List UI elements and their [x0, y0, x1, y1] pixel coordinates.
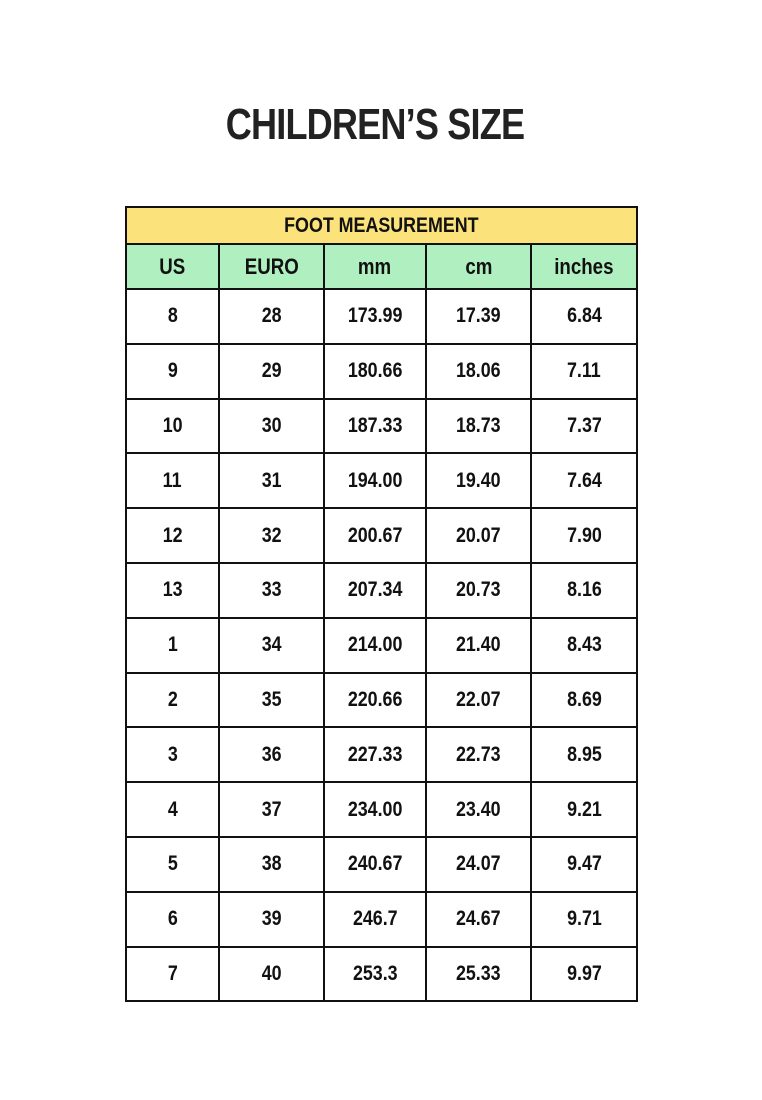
- table-cell: 9.47: [529, 835, 639, 893]
- table-cell: 227.33: [323, 726, 427, 784]
- table-cell: 7.64: [529, 452, 639, 510]
- table-row: 6 39 246.7 24.67 9.71: [125, 890, 639, 948]
- table-row: 9 29 180.66 18.06 7.11: [125, 342, 639, 400]
- table-cell: 19.40: [425, 452, 532, 510]
- size-chart-table: FOOT MEASUREMENT US EURO mm cm inches 8 28 173…: [124, 206, 639, 1003]
- table-cell: 20.07: [425, 507, 532, 564]
- table-row: 1 34 214.00 21.40 8.43: [125, 616, 639, 674]
- table-cell: 7.37: [529, 397, 639, 455]
- table-row: 10 30 187.33 18.73 7.37: [125, 397, 639, 455]
- table-cell: 5: [125, 835, 220, 893]
- table-cell: 4: [125, 781, 220, 838]
- table-cell: 214.00: [323, 616, 427, 674]
- column-header: EURO: [218, 243, 325, 290]
- table-cell: 22.07: [425, 671, 532, 729]
- table-cell: 13: [125, 561, 220, 619]
- table-cell: 34: [218, 616, 325, 674]
- table-cell: 10: [125, 397, 220, 455]
- table-cell: 253.3: [323, 945, 427, 1003]
- table-cell: 23.40: [425, 781, 532, 838]
- table-row: 7 40 253.3 25.33 9.97: [125, 945, 639, 1003]
- table-cell: 28: [218, 288, 325, 345]
- column-header: mm: [323, 243, 427, 290]
- table-cell: 246.7: [323, 890, 427, 948]
- table-cell: 21.40: [425, 616, 532, 674]
- table-cell: 220.66: [323, 671, 427, 729]
- table-cell: 7.11: [529, 342, 639, 400]
- table-cell: 32: [218, 507, 325, 564]
- table-cell: 12: [125, 507, 220, 564]
- table-cell: 18.73: [425, 397, 532, 455]
- table-cell: 39: [218, 890, 325, 948]
- table-cell: 7.90: [529, 507, 639, 564]
- table-cell: 35: [218, 671, 325, 729]
- table-cell: 40: [218, 945, 325, 1003]
- table-cell: 36: [218, 726, 325, 784]
- table-cell: 6: [125, 890, 220, 948]
- page-title: CHILDREN’S SIZE: [225, 100, 525, 149]
- table-cell: 38: [218, 835, 325, 893]
- table-cell: 180.66: [323, 342, 427, 400]
- column-header: inches: [529, 243, 639, 290]
- table-cell: 8.16: [529, 561, 639, 619]
- table-cell: 173.99: [323, 288, 427, 345]
- table-cell: 33: [218, 561, 325, 619]
- table-cell: 7: [125, 945, 220, 1003]
- table-cell: 9: [125, 342, 220, 400]
- table-row: 2 35 220.66 22.07 8.69: [125, 671, 639, 729]
- table-cell: 24.67: [425, 890, 532, 948]
- table-cell: 8.69: [529, 671, 639, 729]
- table-row: 12 32 200.67 20.07 7.90: [125, 507, 639, 564]
- table-cell: 6.84: [529, 288, 639, 345]
- table-row: 3 36 227.33 22.73 8.95: [125, 726, 639, 784]
- table-cell: 11: [125, 452, 220, 510]
- table-cell: 31: [218, 452, 325, 510]
- column-header: US: [125, 243, 220, 290]
- table-cell: 9.97: [529, 945, 639, 1003]
- table-cell: 8: [125, 288, 220, 345]
- group-header: FOOT MEASUREMENT: [124, 206, 639, 245]
- table-cell: 24.07: [425, 835, 532, 893]
- table-cell: 18.06: [425, 342, 532, 400]
- table-cell: 8.95: [529, 726, 639, 784]
- table-row: 4 37 234.00 23.40 9.21: [125, 781, 639, 838]
- table-cell: 200.67: [323, 507, 427, 564]
- table-cell: 30: [218, 397, 325, 455]
- table-cell: 194.00: [323, 452, 427, 510]
- table-cell: 3: [125, 726, 220, 784]
- table-row: 8 28 173.99 17.39 6.84: [125, 288, 639, 345]
- table-cell: 17.39: [425, 288, 532, 345]
- table-row: 11 31 194.00 19.40 7.64: [125, 452, 639, 510]
- table-cell: 2: [125, 671, 220, 729]
- table-cell: 207.34: [323, 561, 427, 619]
- table-cell: 22.73: [425, 726, 532, 784]
- column-header: cm: [425, 243, 532, 290]
- table-cell: 29: [218, 342, 325, 400]
- table-cell: 37: [218, 781, 325, 838]
- table-row: 5 38 240.67 24.07 9.47: [125, 835, 639, 893]
- table-cell: 1: [125, 616, 220, 674]
- table-cell: 9.71: [529, 890, 639, 948]
- table-cell: 187.33: [323, 397, 427, 455]
- table-cell: 25.33: [425, 945, 532, 1003]
- table-cell: 240.67: [323, 835, 427, 893]
- table-cell: 234.00: [323, 781, 427, 838]
- table-row: 13 33 207.34 20.73 8.16: [125, 561, 639, 619]
- table-cell: 20.73: [425, 561, 532, 619]
- table-cell: 8.43: [529, 616, 639, 674]
- table-cell: 9.21: [529, 781, 639, 838]
